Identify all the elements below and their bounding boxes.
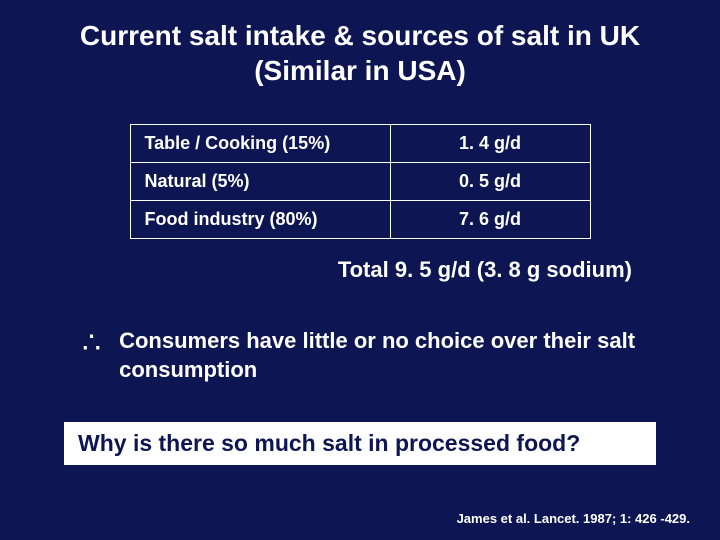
slide: Current salt intake & sources of salt in… xyxy=(0,0,720,540)
row-value: 1. 4 g/d xyxy=(390,125,590,163)
table-row: Table / Cooking (15%) 1. 4 g/d xyxy=(130,125,590,163)
conclusion-text: Consumers have little or no choice over … xyxy=(119,327,644,384)
row-label: Table / Cooking (15%) xyxy=(130,125,390,163)
table-row: Food industry (80%) 7. 6 g/d xyxy=(130,201,590,239)
citation: James et al. Lancet. 1987; 1: 426 -429. xyxy=(457,511,690,526)
title-line-1: Current salt intake & sources of salt in… xyxy=(40,18,680,53)
row-value: 7. 6 g/d xyxy=(390,201,590,239)
therefore-icon: ∴ xyxy=(82,329,101,359)
row-label: Natural (5%) xyxy=(130,163,390,201)
slide-title: Current salt intake & sources of salt in… xyxy=(40,18,680,88)
total-line: Total 9. 5 g/d (3. 8 g sodium) xyxy=(40,257,680,283)
table-row: Natural (5%) 0. 5 g/d xyxy=(130,163,590,201)
conclusion-bullet: ∴ Consumers have little or no choice ove… xyxy=(40,327,680,384)
row-value: 0. 5 g/d xyxy=(390,163,590,201)
row-label: Food industry (80%) xyxy=(130,201,390,239)
salt-sources-table: Table / Cooking (15%) 1. 4 g/d Natural (… xyxy=(130,124,591,239)
title-line-2: (Similar in USA) xyxy=(40,53,680,88)
question-box: Why is there so much salt in processed f… xyxy=(64,422,656,465)
